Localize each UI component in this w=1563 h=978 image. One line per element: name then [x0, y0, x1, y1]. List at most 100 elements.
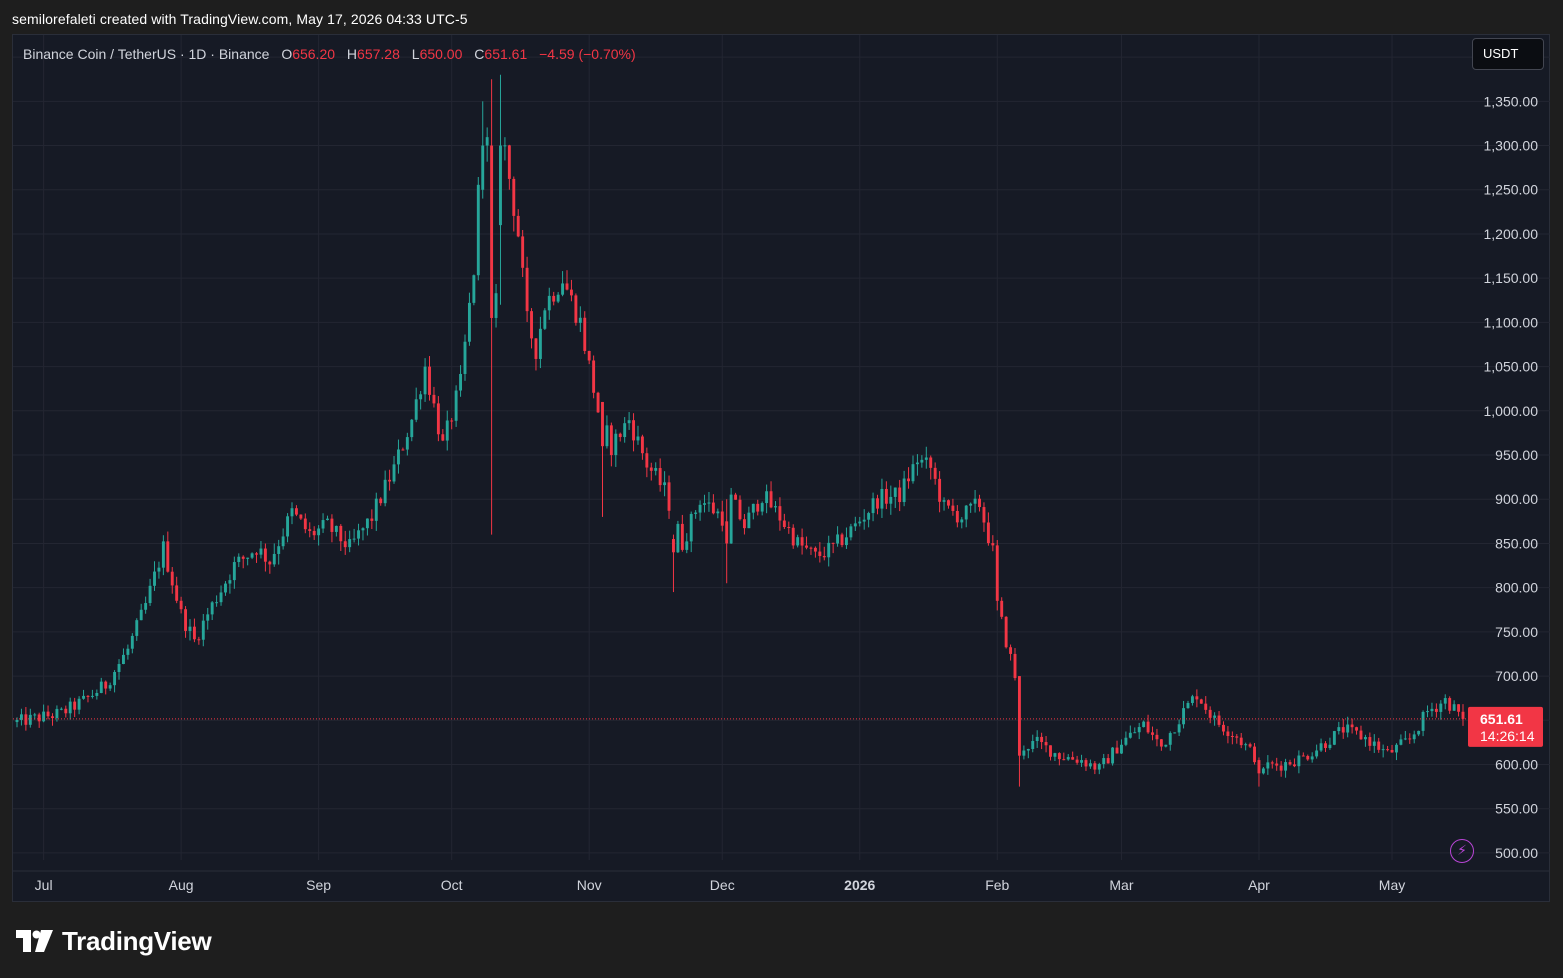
candle-body [556, 294, 560, 302]
candle-body [1248, 744, 1252, 747]
candle-body [938, 478, 942, 502]
candles[interactable] [15, 74, 1465, 787]
candle-body [1346, 724, 1350, 733]
price-axis[interactable]: 1,400.001,350.001,300.001,250.001,200.00… [1484, 49, 1539, 861]
candle-body [46, 711, 50, 717]
candle-body [19, 714, 23, 720]
candle-body [1408, 738, 1412, 740]
price-tick-label: 950.00 [1495, 447, 1538, 463]
candle-body [454, 390, 458, 421]
candle-body [747, 512, 751, 529]
tradingview-logo: TradingView [16, 924, 212, 958]
currency-unit-button[interactable]: USDT [1472, 38, 1544, 70]
candle-body [1328, 744, 1332, 749]
candle-body [543, 310, 547, 329]
price-tick-label: 1,250.00 [1484, 182, 1539, 198]
price-tick-label: 1,050.00 [1484, 359, 1539, 375]
candle-body [605, 425, 609, 447]
candle-body [1097, 764, 1101, 770]
candle-body [184, 609, 188, 631]
candle-body [1146, 721, 1150, 733]
candle-body [1253, 746, 1256, 763]
candle-body [711, 502, 715, 514]
candle-body [392, 464, 396, 482]
candle-body [640, 436, 644, 454]
candle-body [179, 600, 183, 610]
candle-body [144, 603, 148, 610]
candle-body [809, 547, 813, 549]
candle-body [1301, 755, 1305, 757]
candle-body [1434, 708, 1438, 712]
candle-body [1102, 758, 1106, 765]
candle-body [907, 478, 911, 482]
candle-body [37, 714, 41, 722]
candle-body [108, 685, 112, 689]
candle-body [530, 311, 533, 339]
lightning-bolt-icon[interactable]: ⚡ [1450, 839, 1474, 863]
candle-body [822, 555, 826, 558]
candle-body [601, 401, 604, 447]
candle-body [419, 394, 423, 400]
candle-body [698, 504, 702, 513]
time-tick-label: May [1379, 877, 1405, 893]
candle-body [1270, 762, 1274, 764]
candle-body [836, 534, 840, 544]
price-tick-label: 500.00 [1495, 845, 1538, 861]
candle-body [445, 420, 449, 441]
candle-body [1213, 715, 1217, 718]
candle-body [849, 526, 853, 538]
symbol-label[interactable]: Binance Coin / TetherUS · 1D · Binance [23, 46, 270, 62]
candle-body [397, 449, 400, 465]
candle-body [1310, 756, 1314, 760]
candle-body [86, 695, 90, 697]
candle-body [148, 585, 152, 604]
candle-body [587, 350, 591, 361]
candle-body [1151, 732, 1154, 735]
candle-body [1044, 742, 1048, 746]
candle-body [450, 420, 454, 422]
candle-body [1297, 755, 1301, 767]
candle-body [1013, 653, 1017, 679]
candle-body [1417, 730, 1421, 735]
candle-body [1035, 736, 1039, 741]
time-tick-label: Dec [710, 877, 735, 893]
candle-body [286, 516, 290, 537]
candle-body [751, 503, 755, 513]
candle-body [845, 537, 848, 546]
low-label: L [411, 46, 420, 62]
candle-body [388, 479, 392, 482]
candle-body [991, 543, 995, 546]
candle-body [1235, 736, 1239, 738]
candle-body [410, 419, 414, 438]
candle-body [485, 137, 489, 146]
candle-body [1009, 647, 1013, 654]
candle-body [1186, 702, 1190, 709]
candle-body [370, 518, 374, 521]
candle-body [805, 545, 808, 548]
candle-body [1080, 760, 1083, 763]
candle-body [1226, 731, 1230, 736]
candle-body [1137, 727, 1141, 733]
candle-body [1306, 755, 1310, 760]
candle-body [401, 449, 405, 451]
candle-body [1159, 739, 1163, 747]
time-tick-label: Oct [441, 877, 463, 893]
candle-body [64, 708, 68, 714]
candle-body [782, 520, 786, 528]
candle-body [130, 635, 134, 649]
candle-body [228, 580, 232, 584]
candle-body [507, 145, 511, 179]
candle-body [960, 519, 964, 523]
candle-body [725, 521, 729, 544]
candle-body [281, 536, 285, 547]
candle-body [1120, 744, 1123, 754]
candle-body [663, 482, 667, 486]
candle-body [760, 503, 764, 512]
candle-body [139, 609, 143, 621]
candle-body [481, 145, 485, 190]
candle-body [405, 437, 409, 450]
time-axis[interactable]: Jul Aug Sep Oct Nov Dec 2026 Feb Mar Apr May [13, 870, 1550, 893]
candle-body [272, 553, 276, 565]
candle-body [818, 551, 822, 556]
